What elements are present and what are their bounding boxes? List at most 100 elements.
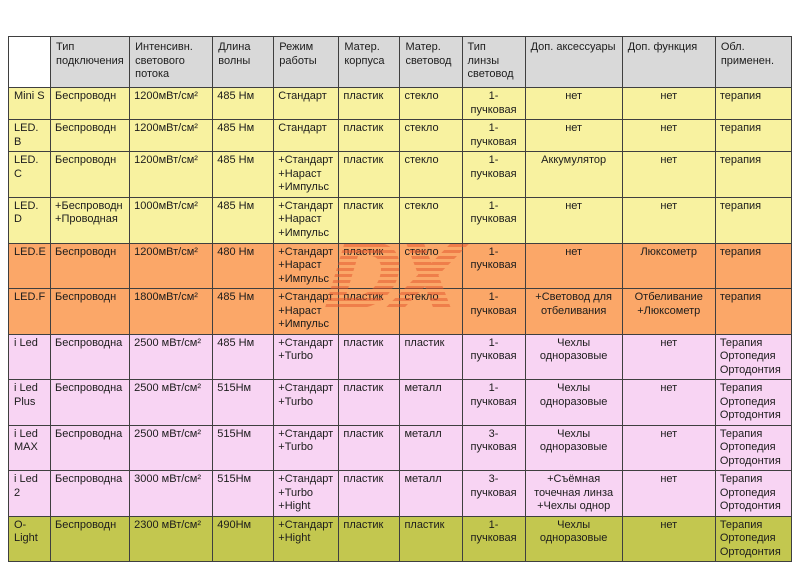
table-cell: +Стандарт +Hight <box>273 515 340 562</box>
table-cell: +Стандарт +Turbo <box>273 424 340 471</box>
table-cell: Терапия Ортопедия Ортодонтия <box>714 470 793 517</box>
table-row: i Led MAX Беспроводна 2500 мВт/см² 515Нм +Ст… <box>7 424 793 471</box>
table-cell: Терапия Ортопедия Ортодонтия <box>714 424 793 471</box>
table-cell: пластик <box>338 119 401 152</box>
table-cell: нет <box>621 379 716 426</box>
table-cell: +Световод для отбеливания <box>524 288 623 335</box>
table-cell: стекло <box>399 87 463 120</box>
table-cell: терапия <box>714 151 793 198</box>
table-body: Mini S Беспроводн 1200мВт/см² 485 Нм Стандар… <box>7 87 793 562</box>
table-row: LED.E Беспроводн 1200мВт/см² 480 Нм +Стандар… <box>7 242 793 289</box>
table-cell: Терапия Ортопедия Ортодонтия <box>714 379 793 426</box>
table-cell: 2500 мВт/см² <box>129 424 214 471</box>
column-header: Тип линзы световод <box>461 36 526 88</box>
table-cell: +Стандарт +Turbo +Hight <box>273 470 340 517</box>
table-cell: металл <box>399 379 463 426</box>
table-cell: Стандарт <box>273 119 340 152</box>
table-row: i Led 2 Беспроводна 3000 мВт/см² 515Нм +Стан… <box>7 470 793 517</box>
row-name: i Led <box>7 333 52 380</box>
table-cell: пластик <box>338 470 401 517</box>
row-name: O-Light <box>7 515 52 562</box>
table-cell: +Стандарт +Нараст +Импульс <box>273 288 340 335</box>
table-cell: 515Нм <box>212 470 275 517</box>
table-cell: 485 Нм <box>212 87 275 120</box>
table-cell: Стандарт <box>273 87 340 120</box>
table-cell: терапия <box>714 119 793 152</box>
row-name: LED.F <box>7 288 52 335</box>
table-row: O-Light Беспроводн 2300 мВт/см² 490Нм +Станд… <box>7 515 793 562</box>
table-cell: Беспроводн <box>50 288 131 335</box>
table-cell: пластик <box>338 196 401 244</box>
table-cell: нет <box>621 151 716 198</box>
row-name: Mini S <box>7 87 52 120</box>
table-cell: металл <box>399 424 463 471</box>
table-cell: +Стандарт +Нараст +Импульс <box>273 242 340 289</box>
table-cell: 1-пучковая <box>461 288 526 335</box>
table-cell: 490Нм <box>212 515 275 562</box>
table-cell: нет <box>524 242 623 289</box>
table-cell: стекло <box>399 288 463 335</box>
table-cell: Беспроводна <box>50 424 131 471</box>
table-row: LED. D +Беспроводн +Проводная 1000мВт/см² 4… <box>7 196 793 244</box>
table-cell: Чехлы одноразовые <box>524 515 623 562</box>
table-cell: нет <box>621 87 716 120</box>
table-cell: Люксометр <box>621 242 716 289</box>
table-cell: терапия <box>714 196 793 244</box>
table-cell: 485 Нм <box>212 151 275 198</box>
table-cell: пластик <box>399 515 463 562</box>
table-cell: 1-пучковая <box>461 151 526 198</box>
table-cell: +Стандарт +Turbo <box>273 333 340 380</box>
table-cell: пластик <box>338 87 401 120</box>
table-cell: +Съёмная точечная линза +Чехлы однор <box>524 470 623 517</box>
table-cell: нет <box>621 119 716 152</box>
row-name: i Led Plus <box>7 379 52 426</box>
table-cell: 2300 мВт/см² <box>129 515 214 562</box>
table-row: i Led Plus Беспроводна 2500 мВт/см² 515Нм +С… <box>7 379 793 426</box>
table-cell: стекло <box>399 151 463 198</box>
column-header: Длина волны <box>212 36 275 88</box>
table-cell: 1-пучковая <box>461 242 526 289</box>
table-cell: 485 Нм <box>212 288 275 335</box>
table-cell: пластик <box>338 333 401 380</box>
table-cell: +Стандарт +Нараст +Импульс <box>273 196 340 244</box>
table-cell: Чехлы одноразовые <box>524 379 623 426</box>
table-cell: Терапия Ортопедия Ортодонтия <box>714 515 793 562</box>
table-cell: Аккумулятор <box>524 151 623 198</box>
row-name: LED.E <box>7 242 52 289</box>
column-header: Матер. корпуса <box>338 36 401 88</box>
column-header: Обл. применен. <box>714 36 793 88</box>
table-cell: +Беспроводн +Проводная <box>50 196 131 244</box>
table-cell: 485 Нм <box>212 196 275 244</box>
table-cell: Беспроводн <box>50 151 131 198</box>
table-cell: пластик <box>338 515 401 562</box>
comparison-table: Тип подключения Интенсивн. светового пото… <box>7 36 793 562</box>
table-cell: нет <box>621 470 716 517</box>
table-cell: 1200мВт/см² <box>129 87 214 120</box>
row-name: i Led 2 <box>7 470 52 517</box>
column-header: Интенсивн. светового потока <box>129 36 214 88</box>
table-cell: 1-пучковая <box>461 196 526 244</box>
row-name: LED. C <box>7 151 52 198</box>
table-cell: пластик <box>338 424 401 471</box>
row-name: i Led MAX <box>7 424 52 471</box>
table-row: LED. C Беспроводн 1200мВт/см² 485 Нм +Станда… <box>7 151 793 198</box>
table-cell: пластик <box>399 333 463 380</box>
table-cell: 1200мВт/см² <box>129 242 214 289</box>
table-cell: Беспроводн <box>50 515 131 562</box>
table-cell: пластик <box>338 379 401 426</box>
table-cell: 515Нм <box>212 379 275 426</box>
corner-cell <box>7 36 52 88</box>
table-cell: 1-пучковая <box>461 87 526 120</box>
column-header: Режим работы <box>273 36 340 88</box>
column-header: Матер. световод <box>399 36 463 88</box>
table-cell: стекло <box>399 119 463 152</box>
table-cell: стекло <box>399 242 463 289</box>
table-cell: 2500 мВт/см² <box>129 379 214 426</box>
table-cell: нет <box>524 119 623 152</box>
table-cell: нет <box>621 424 716 471</box>
table-cell: 2500 мВт/см² <box>129 333 214 380</box>
table-cell: 1200мВт/см² <box>129 151 214 198</box>
table-cell: +Стандарт +Нараст +Импульс <box>273 151 340 198</box>
table-cell: нет <box>621 333 716 380</box>
